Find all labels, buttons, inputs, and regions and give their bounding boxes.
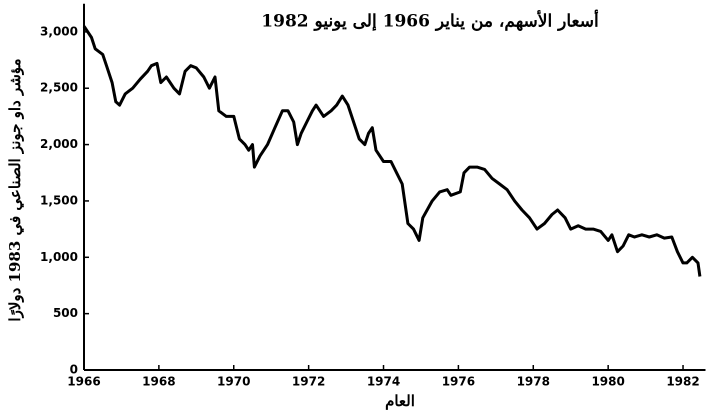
x-tick-label: 1982 bbox=[666, 375, 699, 389]
y-tick-label: 1,000 bbox=[40, 250, 78, 264]
y-tick-label: 500 bbox=[53, 306, 78, 320]
x-tick-label: 1974 bbox=[367, 375, 400, 389]
y-axis-title: مؤشر داو جونز الصناعي في 1983 دولارًا bbox=[6, 58, 25, 321]
x-tick-label: 1972 bbox=[292, 375, 325, 389]
chart-title: أسعار الأسهم، من يناير 1966 إلى يونيو 19… bbox=[261, 9, 599, 32]
y-tick-label: 2,000 bbox=[40, 137, 78, 151]
y-tick-label: 2,500 bbox=[40, 81, 78, 95]
y-tick-label: 3,000 bbox=[40, 24, 78, 38]
x-tick-label: 1966 bbox=[67, 375, 100, 389]
x-tick-label: 1980 bbox=[591, 375, 624, 389]
line bbox=[82, 25, 702, 277]
x-tick-label: 1968 bbox=[142, 375, 175, 389]
y-tick-label: 0 bbox=[70, 363, 78, 377]
x-tick-label: 1978 bbox=[517, 375, 550, 389]
x-tick-label: 1976 bbox=[442, 375, 475, 389]
x-axis-title: العام bbox=[385, 392, 415, 410]
y-tick-label: 1,500 bbox=[40, 193, 78, 207]
x-tick-label: 1970 bbox=[217, 375, 250, 389]
